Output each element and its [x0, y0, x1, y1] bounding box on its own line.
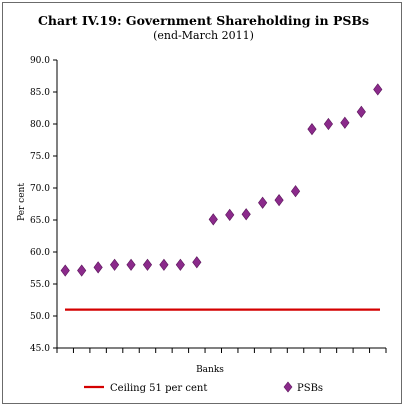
data-point-psb	[109, 258, 120, 271]
y-tick-label: 90.0	[30, 56, 50, 66]
data-point-psb	[241, 208, 251, 221]
legend-psb-swatch	[283, 381, 293, 393]
data-point-psb	[93, 261, 103, 274]
y-axis-title: Per cent	[17, 183, 27, 221]
data-point-psb	[77, 264, 87, 277]
data-point-psb	[225, 208, 235, 221]
y-tick-label: 50.0	[30, 312, 50, 322]
data-point-psb	[159, 258, 169, 271]
data-points	[60, 83, 383, 277]
data-point-psb	[60, 264, 70, 277]
y-tick-label: 85.0	[30, 88, 50, 98]
y-tick-label: 60.0	[30, 248, 50, 258]
legend-psb-label: PSBs	[297, 383, 323, 394]
chart-title: Chart IV.19: Government Shareholding in …	[37, 13, 370, 28]
y-tick-label: 55.0	[30, 280, 50, 290]
legend: Ceiling 51 per cent PSBs	[84, 381, 323, 394]
data-point-psb	[274, 194, 284, 207]
y-tick-label: 70.0	[30, 184, 50, 194]
data-point-psb	[126, 258, 136, 271]
data-point-psb	[175, 258, 185, 271]
data-point-psb	[307, 123, 317, 136]
chart-subtitle: (end-March 2011)	[153, 29, 254, 42]
data-point-psb	[192, 256, 202, 269]
y-tick-label: 65.0	[30, 216, 50, 226]
legend-ceiling-label: Ceiling 51 per cent	[110, 383, 207, 394]
y-tick-label: 80.0	[30, 120, 50, 130]
data-point-psb	[373, 83, 383, 96]
y-tick-label: 75.0	[30, 152, 50, 162]
data-point-psb	[142, 258, 153, 271]
data-point-psb	[258, 196, 268, 209]
data-point-psb	[356, 105, 366, 118]
chart-frame	[2, 2, 402, 404]
data-point-psb	[340, 116, 350, 129]
data-point-psb	[290, 185, 301, 198]
data-point-psb	[323, 117, 334, 131]
y-tick-label: 45.0	[30, 344, 50, 354]
data-point-psb	[208, 213, 218, 226]
x-axis-title: Banks	[196, 365, 224, 375]
axes: 45.0 50.0 55.0 60.0 65.0 70.0 75.0 80.0 85.0 90.0	[30, 56, 387, 354]
